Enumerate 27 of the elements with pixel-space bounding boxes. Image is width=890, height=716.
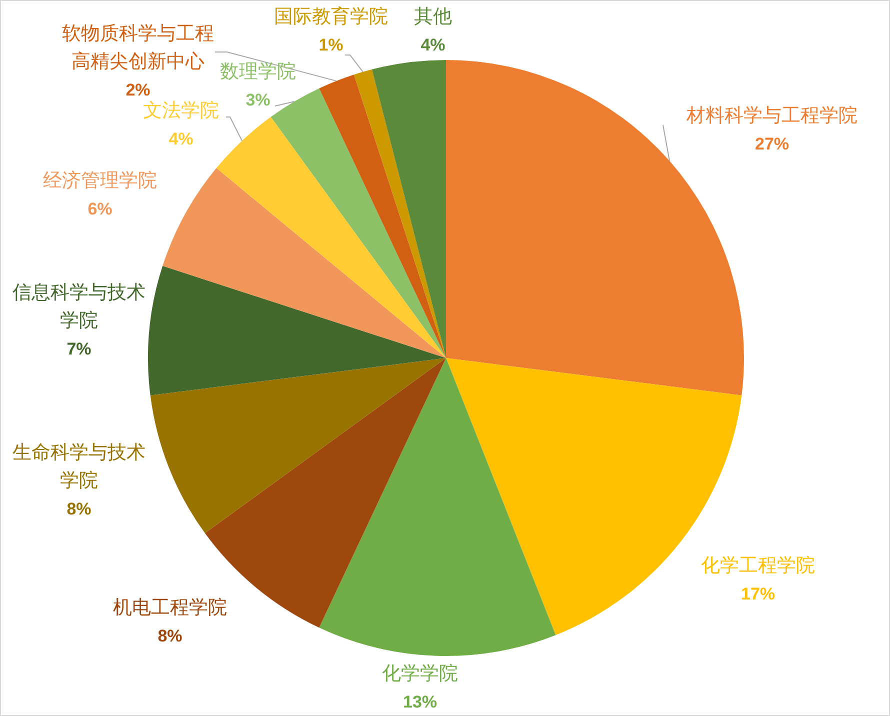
value-label: 17% — [740, 584, 776, 604]
value-label: 8% — [158, 626, 182, 646]
category-label: 其他 — [414, 6, 452, 28]
category-label: 软物质科学与工程 — [62, 24, 214, 44]
value-label: 8% — [66, 500, 92, 518]
category-label: 生命科学与技术 — [12, 442, 146, 464]
category-label: 数理学院 — [220, 62, 296, 82]
category-label: 材料科学与工程学院 — [686, 106, 858, 126]
value-label: 27% — [754, 134, 790, 154]
value-label: 4% — [168, 130, 194, 148]
category-label: 机电工程学院 — [113, 598, 227, 618]
category-label: 国际教育学院 — [274, 6, 388, 28]
category-label: 化学学院 — [382, 664, 458, 684]
value-label: 1% — [318, 36, 344, 54]
category-label: 信息科学与技术 — [12, 282, 146, 304]
category-label: 高精尖创新中心 — [72, 52, 204, 72]
category-label: 学院 — [60, 470, 98, 492]
value-label: 13% — [402, 692, 438, 712]
category-label: 文法学院 — [143, 100, 219, 122]
value-label: 6% — [88, 200, 112, 218]
value-label: 4% — [420, 36, 446, 54]
value-label: 7% — [66, 340, 92, 358]
value-label: 3% — [246, 90, 270, 110]
value-label: 2% — [126, 80, 150, 100]
category-label: 学院 — [60, 310, 98, 332]
category-label: 化学工程学院 — [701, 556, 815, 576]
category-label: 经济管理学院 — [43, 170, 157, 192]
